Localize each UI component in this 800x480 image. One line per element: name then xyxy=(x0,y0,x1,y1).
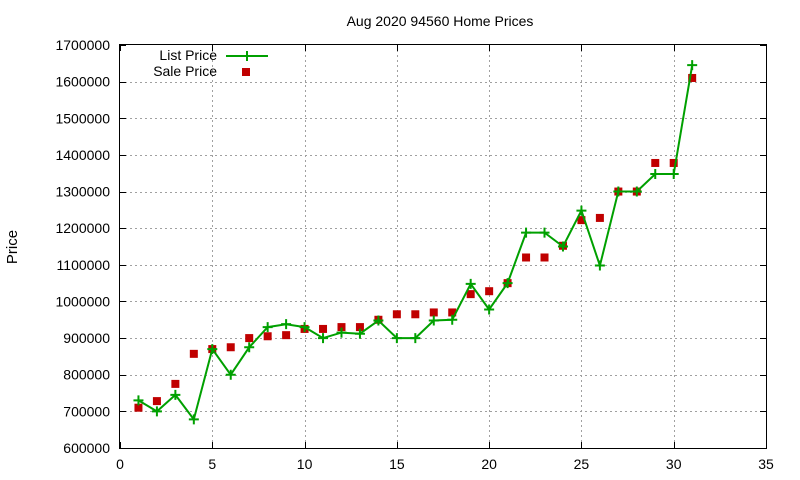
y-tick-label: 600000 xyxy=(63,440,110,456)
y-tick-label: 1000000 xyxy=(55,293,110,309)
list-price-point xyxy=(613,186,624,197)
list-price-point xyxy=(465,278,476,289)
list-price-point xyxy=(188,414,199,425)
list-price-point xyxy=(244,342,255,353)
list-price-point xyxy=(502,278,513,289)
list-price-point xyxy=(299,322,310,333)
sale-price-point xyxy=(189,349,198,358)
sale-price-point xyxy=(577,216,586,225)
list-price-point xyxy=(373,315,384,326)
x-tick-label: 25 xyxy=(574,456,590,472)
sale-price-point xyxy=(282,331,291,340)
legend-marker-list-price xyxy=(242,51,252,61)
sale-price-point xyxy=(411,310,420,319)
sale-price-point xyxy=(319,324,328,333)
list-price-point xyxy=(391,333,402,344)
list-price-point xyxy=(151,406,162,417)
y-tick-label: 900000 xyxy=(63,330,110,346)
y-tick-label: 1500000 xyxy=(55,110,110,126)
sale-price-point xyxy=(245,334,254,343)
y-axis-label: Price xyxy=(4,230,21,264)
x-tick-label: 0 xyxy=(116,456,124,472)
list-price-point xyxy=(447,314,458,325)
legend-marker-sale-price xyxy=(242,68,250,76)
sale-price-point xyxy=(448,308,457,317)
y-tick-label: 1300000 xyxy=(55,184,110,200)
list-price-point xyxy=(170,389,181,400)
x-tick-label: 15 xyxy=(389,456,405,472)
list-price-point xyxy=(225,369,236,380)
grid xyxy=(120,45,766,448)
list-price-point xyxy=(207,344,218,355)
chart-title: Aug 2020 94560 Home Prices xyxy=(347,13,534,29)
list-price-point xyxy=(354,328,365,339)
sale-price-point xyxy=(152,397,161,406)
x-tick-label: 35 xyxy=(758,456,774,472)
list-price-point xyxy=(594,260,605,271)
list-price-point xyxy=(336,327,347,338)
y-tick-label: 700000 xyxy=(63,403,110,419)
list-price-point xyxy=(521,227,532,238)
list-price-point xyxy=(668,168,679,179)
sale-price-point xyxy=(651,158,660,167)
sale-price-point xyxy=(134,403,143,412)
list-price-point xyxy=(650,168,661,179)
list-price-point xyxy=(133,395,144,406)
sale-price-point xyxy=(171,379,180,388)
list-price-point xyxy=(318,333,329,344)
y-tick-label: 1400000 xyxy=(55,147,110,163)
y-tick-label: 1100000 xyxy=(57,257,111,273)
x-tick-label: 30 xyxy=(666,456,682,472)
sale-price-point xyxy=(595,213,604,222)
y-tick-label: 1200000 xyxy=(55,220,110,236)
legend: List Price Sale Price xyxy=(153,47,268,79)
list-price-point xyxy=(687,60,698,71)
list-price-point xyxy=(281,319,292,330)
y-tick-label: 1700000 xyxy=(55,37,110,53)
sale-price-point xyxy=(669,158,678,167)
list-price-point xyxy=(539,227,550,238)
list-price-point xyxy=(631,186,642,197)
sale-price-point xyxy=(337,323,346,332)
sale-price-point xyxy=(226,343,235,352)
sale-price-point xyxy=(429,308,438,317)
x-tick-label: 10 xyxy=(297,456,313,472)
sale-price-point xyxy=(522,253,531,262)
plot-frame xyxy=(119,44,767,449)
list-price-point xyxy=(576,205,587,216)
sale-price-point xyxy=(485,287,494,296)
series xyxy=(133,60,698,425)
legend-label-list-price: List Price xyxy=(159,47,217,63)
list-price-point xyxy=(484,304,495,315)
sale-price-point xyxy=(263,332,272,341)
sale-price-point xyxy=(355,323,364,332)
sale-price-point xyxy=(540,253,549,262)
sale-price-point xyxy=(392,310,401,319)
axis-ticks: 0 5 10 15 20 25 30 35 600000 700000 800000 900000 10… xyxy=(55,37,774,472)
legend-label-sale-price: Sale Price xyxy=(153,63,217,79)
x-tick-label: 20 xyxy=(481,456,497,472)
y-tick-label: 1600000 xyxy=(55,74,110,90)
sale-price-point xyxy=(688,73,697,82)
list-price-point xyxy=(428,315,439,326)
x-tick-label: 5 xyxy=(208,456,216,472)
list-price-point xyxy=(557,241,568,252)
sale-price-point xyxy=(466,290,475,299)
y-tick-label: 800000 xyxy=(63,367,110,383)
list-price-point xyxy=(410,333,421,344)
list-price-point xyxy=(262,322,273,333)
